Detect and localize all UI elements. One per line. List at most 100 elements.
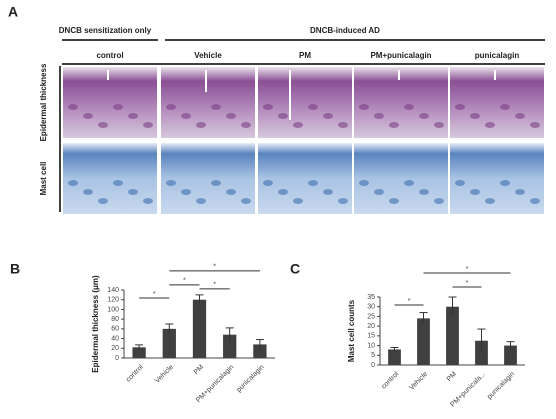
tissue-blob: [166, 104, 176, 110]
tissue-blob: [241, 122, 251, 128]
column-label: PM: [299, 51, 311, 60]
tissue-blob: [211, 104, 221, 110]
row-label: Epidermal thickness: [39, 63, 48, 141]
tissue-blob: [68, 180, 78, 186]
bar: [223, 334, 237, 358]
tissue-blob: [211, 180, 221, 186]
tissue-blob: [419, 113, 429, 119]
tissue-blob: [278, 189, 288, 195]
column-label: control: [96, 51, 123, 60]
tissue-blob: [530, 198, 540, 204]
histology-image: [354, 67, 448, 138]
y-tick-label: 40: [111, 335, 119, 342]
significance-label: *: [408, 298, 411, 305]
y-axis-label: Mast cell counts: [347, 299, 356, 362]
y-axis-label: Epidermal thickness (μm): [91, 275, 100, 373]
tissue-blob: [404, 180, 414, 186]
tissue-blob: [455, 104, 465, 110]
tissue-blob: [485, 122, 495, 128]
tissue-blob: [293, 122, 303, 128]
tissue-blob: [98, 122, 108, 128]
y-tick-label: 60: [111, 326, 119, 333]
tissue-blob: [181, 189, 191, 195]
y-tick-label: 140: [107, 287, 119, 294]
tissue-blob: [263, 180, 273, 186]
x-tick-label: punicalagin: [486, 371, 516, 401]
histology-image: [63, 67, 157, 138]
tissue-blob: [196, 122, 206, 128]
tissue-blob: [98, 198, 108, 204]
tissue-blob: [374, 189, 384, 195]
bar: [388, 349, 401, 365]
y-tick-label: 20: [367, 323, 375, 330]
panel-label: B: [10, 261, 20, 277]
tissue-blob: [515, 113, 525, 119]
tissue-blob: [226, 113, 236, 119]
tissue-blob: [434, 122, 444, 128]
tissue-blob: [181, 113, 191, 119]
tissue-blob: [338, 198, 348, 204]
tissue-blob: [500, 104, 510, 110]
significance-label: *: [213, 264, 216, 271]
y-tick-label: 10: [367, 342, 375, 349]
y-tick-label: 35: [367, 294, 375, 301]
tissue-blob: [83, 113, 93, 119]
tissue-blob: [166, 180, 176, 186]
tissue-blob: [323, 113, 333, 119]
tissue-blob: [389, 122, 399, 128]
tissue-blob: [128, 189, 138, 195]
bar: [162, 328, 176, 358]
bar: [504, 345, 517, 365]
y-tick-label: 0: [371, 362, 375, 369]
histology-image: [161, 67, 255, 138]
tissue-blob: [263, 104, 273, 110]
significance-label: *: [183, 278, 186, 285]
tissue-blob: [359, 180, 369, 186]
tissue-blob: [515, 189, 525, 195]
tissue-blob: [241, 198, 251, 204]
group-label: DNCB-induced AD: [310, 26, 380, 35]
tissue-blob: [434, 198, 444, 204]
tissue-blob: [143, 198, 153, 204]
histology-image: [450, 67, 544, 138]
significance-label: *: [213, 282, 216, 289]
tissue-blob: [83, 189, 93, 195]
column-label: punicalagin: [475, 51, 520, 60]
tissue-blob: [308, 180, 318, 186]
bar: [475, 340, 488, 365]
y-tick-label: 20: [111, 345, 119, 352]
histology-image: [450, 143, 544, 214]
tissue-blob: [113, 180, 123, 186]
tissue-blob: [338, 122, 348, 128]
x-tick-label: control: [125, 363, 145, 383]
y-tick-label: 5: [371, 352, 375, 359]
y-tick-label: 30: [367, 304, 375, 311]
column-label: Vehicle: [194, 51, 222, 60]
tissue-blob: [485, 198, 495, 204]
histology-image: [63, 143, 157, 214]
bar: [417, 318, 430, 365]
tissue-blob: [500, 180, 510, 186]
y-tick-label: 120: [107, 297, 119, 304]
tissue-blob: [455, 180, 465, 186]
tissue-blob: [308, 104, 318, 110]
tissue-blob: [68, 104, 78, 110]
y-tick-label: 80: [111, 316, 119, 323]
group-label: DNCB sensitization only: [59, 26, 152, 35]
tissue-blob: [359, 104, 369, 110]
tissue-blob: [419, 189, 429, 195]
tissue-blob: [113, 104, 123, 110]
column-label: PM+punicalagin: [370, 51, 431, 60]
tissue-blob: [470, 113, 480, 119]
bar: [253, 344, 267, 358]
histology-image: [354, 143, 448, 214]
tissue-blob: [196, 198, 206, 204]
significance-label: *: [153, 291, 156, 298]
x-tick-label: Vehicle: [154, 364, 175, 385]
x-tick-label: punicalagin: [236, 364, 266, 394]
x-tick-label: control: [380, 370, 400, 390]
panel-label: C: [290, 261, 300, 277]
y-tick-label: 25: [367, 313, 375, 320]
tissue-blob: [374, 113, 384, 119]
histology-image: [258, 143, 352, 214]
